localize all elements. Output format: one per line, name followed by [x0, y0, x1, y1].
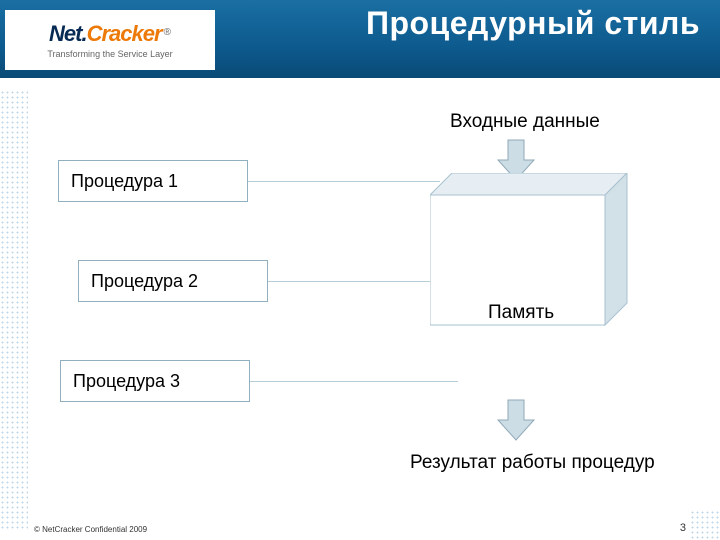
procedure-box: Процедура 2 [78, 260, 268, 302]
connector-line [268, 281, 430, 282]
label-input-data: Входные данные [450, 111, 600, 133]
decorative-dots-left [0, 90, 28, 530]
procedure-label: Процедура 3 [73, 371, 180, 392]
slide-header: Net.Cracker® Transforming the Service La… [0, 0, 720, 78]
logo-tagline: Transforming the Service Layer [47, 49, 172, 59]
logo-wordmark: Net.Cracker® [49, 21, 171, 47]
procedure-label: Процедура 2 [91, 271, 198, 292]
procedure-box: Процедура 3 [60, 360, 250, 402]
procedure-label: Процедура 1 [71, 171, 178, 192]
logo-part2: Cracker [87, 21, 162, 46]
arrow-down-icon [494, 398, 538, 442]
procedure-box: Процедура 1 [58, 160, 248, 202]
logo-part1: Net. [49, 21, 87, 46]
label-memory: Память [488, 302, 554, 324]
footer-copyright: © NetCracker Confidential 2009 [34, 525, 147, 534]
decorative-dots-corner [690, 510, 720, 540]
page-number: 3 [680, 522, 686, 534]
label-result: Результат работы процедур [410, 452, 655, 474]
connector-line [248, 181, 440, 182]
slide-title: Процедурный стиль [366, 5, 700, 42]
logo: Net.Cracker® Transforming the Service La… [5, 10, 215, 70]
connector-line [250, 381, 458, 382]
logo-registered: ® [164, 27, 171, 38]
